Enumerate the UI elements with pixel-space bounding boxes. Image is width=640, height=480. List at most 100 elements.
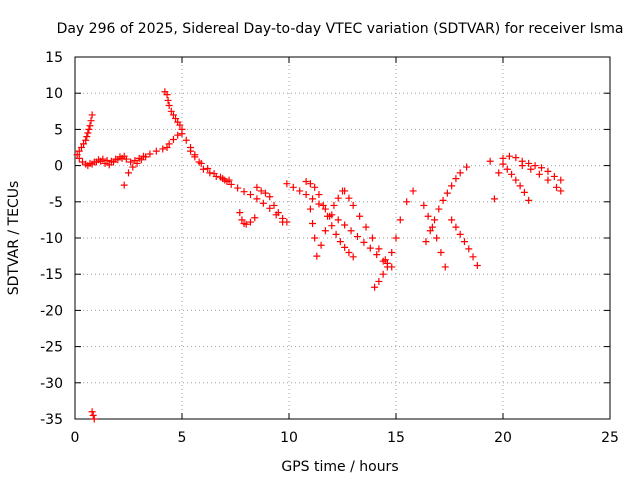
gridlines (75, 57, 610, 419)
data-point (165, 102, 173, 110)
data-point (341, 187, 349, 195)
data-point (77, 144, 85, 151)
data-point (538, 164, 546, 172)
data-point (396, 216, 404, 224)
data-point (164, 96, 172, 104)
data-point (221, 176, 229, 184)
series-isolated (88, 157, 503, 423)
data-point (375, 245, 383, 253)
data-point (88, 408, 96, 416)
x-tick-label: 5 (178, 430, 187, 446)
data-point (315, 200, 323, 208)
data-point (512, 154, 520, 162)
data-point (550, 172, 558, 180)
data-point (379, 270, 387, 278)
data-point (431, 216, 439, 224)
data-point (174, 131, 182, 139)
data-point (388, 248, 396, 256)
y-axis-label: SDTVAR / TECUs (6, 181, 22, 296)
series-arc-6 (161, 88, 186, 133)
y-tick-label: -25 (40, 340, 63, 356)
data-point (334, 216, 342, 224)
data-point (137, 156, 145, 164)
data-point (122, 155, 130, 163)
data-point (403, 198, 411, 206)
data-point (433, 234, 441, 242)
data-point (309, 220, 317, 228)
x-tick-label: 20 (494, 430, 512, 446)
data-point (373, 251, 381, 259)
data-point (302, 178, 310, 186)
data-point (253, 183, 261, 191)
data-point (525, 196, 533, 204)
data-point (206, 169, 214, 177)
data-point (424, 212, 432, 220)
data-point (242, 220, 250, 228)
data-point (426, 227, 434, 235)
data-point (508, 170, 516, 178)
chart-title: Day 296 of 2025, Sidereal Day-to-day VTE… (57, 21, 624, 37)
data-point (315, 191, 323, 199)
data-point (448, 216, 456, 224)
data-point (503, 165, 511, 173)
data-point (127, 158, 135, 166)
data-point (435, 205, 443, 213)
series-arc-20 (499, 152, 565, 184)
data-point (227, 180, 235, 188)
data-point (465, 245, 473, 253)
data-point (456, 230, 464, 238)
data-point (142, 153, 150, 161)
series-arc-4 (110, 144, 171, 166)
data-point (197, 159, 205, 167)
data-point (531, 162, 539, 170)
data-point (178, 130, 186, 138)
data-point (525, 159, 533, 167)
data-point (486, 157, 494, 165)
data-point (279, 214, 287, 222)
data-point (448, 182, 456, 190)
y-tick-label: -30 (40, 376, 63, 392)
series-arc-12 (283, 180, 391, 271)
data-point (544, 176, 552, 184)
data-point (452, 175, 460, 183)
data-point (167, 107, 175, 115)
data-point (306, 180, 314, 188)
series-arc-8 (187, 147, 231, 186)
series-arc-18 (420, 201, 449, 271)
data-point (169, 111, 177, 119)
data-point (86, 122, 94, 130)
y-tick-labels: 15 10 5 0 -5 -10 -15 -20 -25 -30 -35 (40, 50, 63, 428)
series-arc-11 (253, 183, 291, 226)
data-point (120, 181, 128, 189)
data-point (490, 195, 498, 203)
data-point (362, 223, 370, 231)
data-point (460, 238, 468, 246)
data-point (428, 223, 436, 231)
x-tick-label: 15 (387, 430, 405, 446)
data-point (443, 189, 451, 197)
series-arc-17 (422, 163, 471, 246)
x-tick-labels: 0 5 10 15 20 25 (71, 430, 619, 446)
data-point (388, 263, 396, 271)
data-point (163, 91, 171, 99)
data-point (319, 201, 327, 209)
series-arc-21 (499, 160, 533, 204)
series-arc-22 (518, 162, 565, 195)
y-tick-label: 5 (54, 122, 63, 138)
data-point (133, 159, 141, 167)
data-point (187, 147, 195, 155)
x-tick-label: 10 (280, 430, 298, 446)
x-tick-label: 0 (71, 430, 80, 446)
data-point (360, 238, 368, 246)
data-point (270, 201, 278, 209)
data-point (90, 415, 98, 423)
series-arc-15 (341, 187, 396, 271)
data-point (199, 165, 207, 173)
data-point (169, 136, 177, 144)
data-point (535, 170, 543, 178)
data-point (266, 204, 274, 212)
data-point (105, 161, 113, 169)
data-point (266, 193, 274, 201)
ticks (74, 56, 611, 420)
data-point (527, 165, 535, 173)
